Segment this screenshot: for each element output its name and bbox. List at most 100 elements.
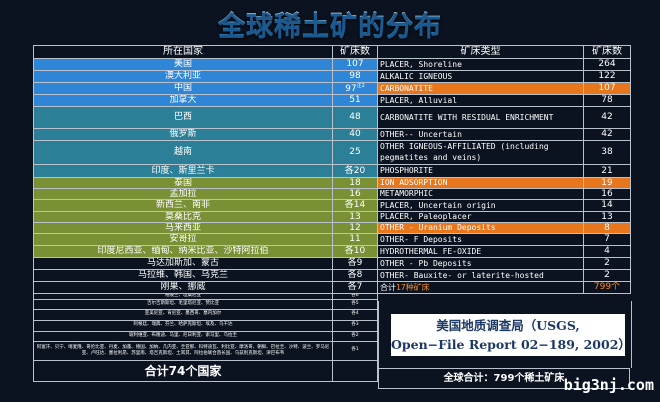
- country: 阿富汗、贝宁、喀麦隆、哥伦比亚、丹麦、加蓬、德国、加纳、几内亚、圭亚那、科特迪瓦…: [33, 340, 333, 361]
- deposit-type: METAMORPHIC: [377, 188, 584, 200]
- country: 吉尔吉斯斯坦、毛里塔尼亚、赞比亚: [33, 298, 333, 310]
- table-row: 吉尔吉斯斯坦、毛里塔尼亚、赞比亚 各5: [33, 298, 378, 310]
- deposit-type: OTHER-- Uncertain: [377, 128, 584, 141]
- deposit-type: CARBONATITE WITH RESIDUAL ENRICHMENT: [377, 106, 584, 129]
- count: 107: [332, 58, 378, 71]
- deposit-type-table: 矿床类型 矿床数 PLACER, Shoreline 264 ALKALIC IG…: [377, 45, 631, 294]
- table-row-highlight: OTHER - Uranium Deposits 8: [377, 222, 631, 234]
- count: 4: [583, 245, 631, 258]
- country: 加拿大: [33, 94, 333, 107]
- count: 2: [583, 269, 631, 282]
- count: 40: [332, 128, 378, 141]
- country: 巴西: [33, 106, 333, 129]
- count: 78: [583, 94, 631, 107]
- count-total: [332, 359, 378, 382]
- deposit-type: OTHER - Pb Deposits: [377, 257, 584, 270]
- header-count: 矿床数: [332, 45, 378, 59]
- table-row: 马达加斯加、蒙古 各9: [33, 257, 378, 270]
- deposit-type: PHOSPHORITE: [377, 164, 584, 178]
- table-row: 巴西 48: [33, 106, 378, 129]
- count: 18: [332, 177, 378, 189]
- country-table: 所在国家 矿床数 美国 107 澳大利亚 98 中国 97注2 加拿大 51 巴西 48 …: [33, 45, 378, 382]
- header-type: 矿床类型: [377, 45, 584, 59]
- count: 97注2: [332, 82, 378, 95]
- grand-total: 全球合计：799个稀土矿床: [378, 368, 630, 389]
- table-row-highlight: CARBONATITE 107: [377, 82, 631, 95]
- country: 玻利维亚、布隆迪、马里、尼日利亚、索马里、乌拉圭: [33, 330, 333, 342]
- count: 21: [583, 164, 631, 178]
- table-row: 玻利维亚、布隆迪、马里、尼日利亚、索马里、乌拉圭 各2: [33, 330, 378, 342]
- count: 19: [583, 177, 631, 189]
- count: 7: [583, 233, 631, 246]
- table-row: METAMORPHIC 16: [377, 188, 631, 200]
- count: 122: [583, 70, 631, 83]
- table-row: 莫桑比克 13: [33, 211, 378, 223]
- count: 各20: [332, 164, 378, 178]
- table-row: PLACER, Paleoplacer 13: [377, 211, 631, 223]
- count: 16: [583, 188, 631, 200]
- table-row: 印度尼西亚、缅甸、纳米比亚、沙特阿拉伯 各10: [33, 245, 378, 258]
- count: 11: [332, 233, 378, 246]
- count: 各5: [332, 298, 378, 310]
- deposit-type: OTHER- Bauxite- or laterite-hosted: [377, 269, 584, 282]
- count: 48: [332, 106, 378, 129]
- deposit-type: PLACER, Paleoplacer: [377, 211, 584, 223]
- count: 各7: [332, 281, 378, 294]
- count: 2: [583, 257, 631, 270]
- table-header: 矿床类型 矿床数: [377, 45, 631, 59]
- deposit-type: OTHER IGNEOUS-AFFILIATED (including pegm…: [377, 140, 584, 165]
- count: 各2: [332, 330, 378, 342]
- count: 264: [583, 58, 631, 71]
- table-row: 刚果、挪威 各7: [33, 281, 378, 294]
- country: 中国: [33, 82, 333, 95]
- deposit-type: CARBONATITE: [377, 82, 584, 95]
- table-row: 印度、斯里兰卡 各20: [33, 164, 378, 178]
- table-row: 马拉维、韩国、乌克兰 各8: [33, 269, 378, 282]
- count: 各4: [332, 308, 378, 321]
- table-row: 泰国 18: [33, 177, 378, 189]
- deposit-type: PLACER, Uncertain origin: [377, 199, 584, 212]
- count: 各1: [332, 340, 378, 361]
- source-line-2: Open−File Report 02−189, 2002）: [391, 337, 631, 352]
- country: 马达加斯加、蒙古: [33, 257, 333, 270]
- count: 12: [332, 222, 378, 234]
- deposit-type: ION ADSORPTION: [377, 177, 584, 189]
- table-row: OTHER IGNEOUS-AFFILIATED (including pegm…: [377, 140, 631, 165]
- source-area: 美国地质调查局（USGS, Open−File Report 02−189, 2…: [378, 301, 632, 368]
- table-row: ALKALIC IGNEOUS 122: [377, 70, 631, 83]
- table-row: PLACER, Shoreline 264: [377, 58, 631, 71]
- deposit-type: PLACER, Alluvial: [377, 94, 584, 107]
- count: 各10: [332, 245, 378, 258]
- country: 越南: [33, 140, 333, 165]
- header-country: 所在国家: [33, 45, 333, 59]
- country: 美国: [33, 58, 333, 71]
- total-row: 合计17种矿床 799个: [377, 281, 631, 294]
- count-total: 799个: [583, 281, 631, 294]
- count: 38: [583, 140, 631, 165]
- country: 安哥拉: [33, 233, 333, 246]
- country: 莫桑比克: [33, 211, 333, 223]
- country: 马来西亚: [33, 222, 333, 234]
- table-row: 阿根廷、瑞典、芬兰、哈萨克斯坦、埃及、乌干达 各3: [33, 319, 378, 332]
- table-row: OTHER- Bauxite- or laterite-hosted 2: [377, 269, 631, 282]
- count: 16: [332, 188, 378, 200]
- table-row: 加拿大 51: [33, 94, 378, 107]
- table-row: CARBONATITE WITH RESIDUAL ENRICHMENT 42: [377, 106, 631, 129]
- count: 8: [583, 222, 631, 234]
- country: 亚美尼亚、肯尼亚、墨西哥、塞内加尔: [33, 308, 333, 321]
- deposit-type: PLACER, Shoreline: [377, 58, 584, 71]
- table-row: HYDROTHERMAL FE-OXIDE 4: [377, 245, 631, 258]
- deposit-type: OTHER - Uranium Deposits: [377, 222, 584, 234]
- source-citation: 美国地质调查局（USGS, Open−File Report 02−189, 2…: [391, 314, 631, 356]
- country: 孟加拉: [33, 188, 333, 200]
- total-row: 合计74个国家: [33, 359, 378, 382]
- table-row: 安哥拉 11: [33, 233, 378, 246]
- table-row: PLACER, Uncertain origin 14: [377, 199, 631, 212]
- count: 各3: [332, 319, 378, 332]
- country: 泰国: [33, 177, 333, 189]
- source-line-1: 美国地质调查局（USGS,: [436, 318, 580, 333]
- country: 印度、斯里兰卡: [33, 164, 333, 178]
- watermark: big3nj.com: [563, 376, 654, 394]
- count: 107: [583, 82, 631, 95]
- country: 澳大利亚: [33, 70, 333, 83]
